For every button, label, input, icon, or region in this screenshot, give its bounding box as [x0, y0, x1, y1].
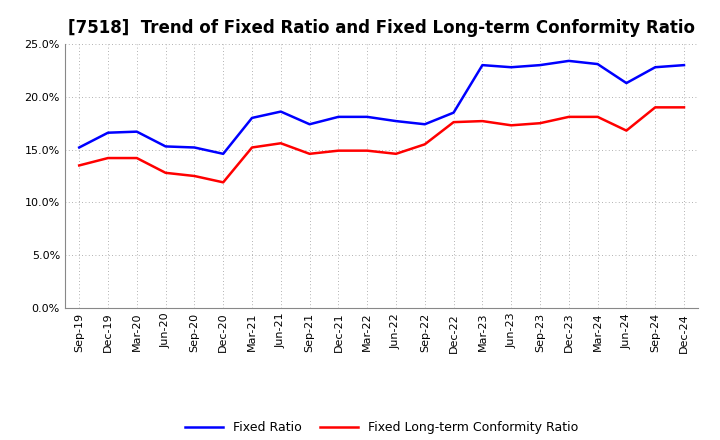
Fixed Long-term Conformity Ratio [132, 155, 141, 161]
Fixed Ratio [478, 62, 487, 68]
Fixed Ratio [449, 110, 458, 115]
Fixed Ratio [507, 65, 516, 70]
Fixed Ratio [622, 81, 631, 86]
Fixed Ratio [75, 145, 84, 150]
Fixed Ratio [161, 144, 170, 149]
Title: [7518]  Trend of Fixed Ratio and Fixed Long-term Conformity Ratio: [7518] Trend of Fixed Ratio and Fixed Lo… [68, 19, 695, 37]
Fixed Long-term Conformity Ratio [248, 145, 256, 150]
Fixed Long-term Conformity Ratio [420, 142, 429, 147]
Fixed Long-term Conformity Ratio [622, 128, 631, 133]
Fixed Ratio [363, 114, 372, 120]
Fixed Ratio [420, 121, 429, 127]
Fixed Long-term Conformity Ratio [651, 105, 660, 110]
Fixed Long-term Conformity Ratio [104, 155, 112, 161]
Fixed Ratio [536, 62, 544, 68]
Line: Fixed Ratio: Fixed Ratio [79, 61, 684, 154]
Legend: Fixed Ratio, Fixed Long-term Conformity Ratio: Fixed Ratio, Fixed Long-term Conformity … [180, 416, 583, 439]
Fixed Ratio [132, 129, 141, 134]
Fixed Long-term Conformity Ratio [161, 170, 170, 176]
Fixed Long-term Conformity Ratio [190, 173, 199, 179]
Fixed Ratio [593, 62, 602, 67]
Fixed Long-term Conformity Ratio [564, 114, 573, 120]
Fixed Ratio [334, 114, 343, 120]
Fixed Long-term Conformity Ratio [276, 141, 285, 146]
Fixed Long-term Conformity Ratio [593, 114, 602, 120]
Fixed Ratio [248, 115, 256, 121]
Fixed Ratio [564, 58, 573, 63]
Fixed Long-term Conformity Ratio [75, 163, 84, 168]
Fixed Ratio [104, 130, 112, 136]
Fixed Long-term Conformity Ratio [478, 118, 487, 124]
Fixed Long-term Conformity Ratio [392, 151, 400, 157]
Fixed Long-term Conformity Ratio [305, 151, 314, 157]
Fixed Long-term Conformity Ratio [219, 180, 228, 185]
Fixed Ratio [305, 121, 314, 127]
Fixed Long-term Conformity Ratio [536, 121, 544, 126]
Fixed Long-term Conformity Ratio [363, 148, 372, 153]
Fixed Long-term Conformity Ratio [449, 120, 458, 125]
Fixed Long-term Conformity Ratio [680, 105, 688, 110]
Line: Fixed Long-term Conformity Ratio: Fixed Long-term Conformity Ratio [79, 107, 684, 182]
Fixed Ratio [276, 109, 285, 114]
Fixed Ratio [651, 65, 660, 70]
Fixed Long-term Conformity Ratio [507, 123, 516, 128]
Fixed Ratio [680, 62, 688, 68]
Fixed Long-term Conformity Ratio [334, 148, 343, 153]
Fixed Ratio [219, 151, 228, 157]
Fixed Ratio [190, 145, 199, 150]
Fixed Ratio [392, 118, 400, 124]
